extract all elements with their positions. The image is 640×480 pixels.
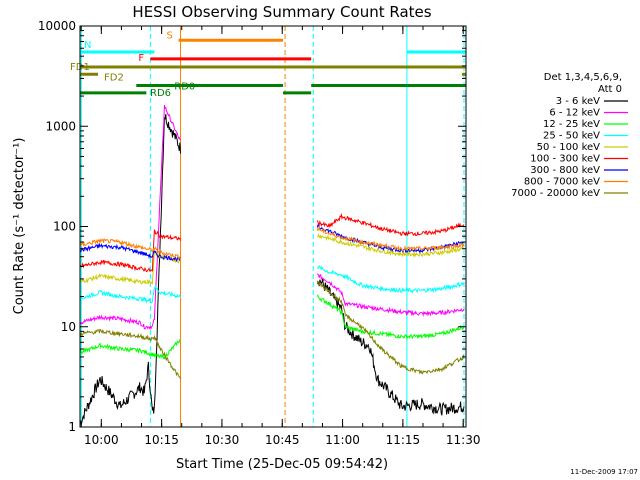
state-bar-rd6: RD6 xyxy=(80,88,312,99)
state-label-rd6: RD6 xyxy=(150,88,171,99)
state-label-s: S xyxy=(167,30,173,41)
series-line-7 xyxy=(79,226,465,260)
state-label-n: N xyxy=(84,40,91,51)
legend-label: 300 - 800 keV xyxy=(530,165,600,176)
legend-title: Det 1,3,4,5,6,9, xyxy=(544,72,622,83)
legend-label: 6 - 12 keV xyxy=(549,108,600,119)
x-axis: 10:00 10:15 10:30 10:45 11:00 11:15 11:30 xyxy=(80,26,481,447)
legend-title: Att 0 xyxy=(598,84,622,95)
state-bar-rd0: RD0 xyxy=(136,81,466,92)
x-tick-label: 10:00 xyxy=(84,433,119,447)
legend-label: 50 - 100 keV xyxy=(537,142,601,153)
legend-label: 800 - 7000 keV xyxy=(524,177,600,188)
legend-label: 7000 - 20000 keV xyxy=(511,188,600,199)
series-line-3 xyxy=(79,264,465,304)
series-line-5 xyxy=(79,212,465,273)
series-line-8 xyxy=(79,280,465,380)
y-axis-label: Count Rate (s⁻¹ detector⁻¹) xyxy=(12,138,27,315)
y-axis: 1 10 100 1000 10000 xyxy=(38,19,466,434)
series-line-0 xyxy=(79,114,465,425)
state-bar-n: N xyxy=(80,40,466,54)
x-tick-label: 10:15 xyxy=(144,433,179,447)
y-tick-label: 1000 xyxy=(45,119,76,133)
footer-timestamp: 11-Dec-2009 17:07 xyxy=(570,468,638,476)
x-tick-label: 11:15 xyxy=(386,433,421,447)
x-axis-label: Start Time (25-Dec-05 09:54:42) xyxy=(176,457,388,472)
state-label-fd2: FD2 xyxy=(104,72,124,83)
x-tick-label: 11:00 xyxy=(325,433,360,447)
state-bar-s: S xyxy=(167,30,284,42)
state-bar-fd2: FD2 xyxy=(80,72,466,83)
state-bar-f: F xyxy=(138,53,312,64)
state-label-f: F xyxy=(138,53,144,64)
legend-label: 3 - 6 keV xyxy=(556,96,600,107)
legend-label: 25 - 50 keV xyxy=(543,131,600,142)
x-tick-label: 10:30 xyxy=(205,433,240,447)
y-tick-label: 10000 xyxy=(38,19,76,33)
legend-label: 12 - 25 keV xyxy=(543,119,600,130)
x-tick-label: 10:45 xyxy=(265,433,300,447)
y-tick-label: 1 xyxy=(68,420,76,434)
y-tick-label: 10 xyxy=(61,320,76,334)
x-tick-label: 11:30 xyxy=(446,433,481,447)
state-label-rd0: RD0 xyxy=(174,81,195,92)
y-tick-label: 100 xyxy=(53,220,76,234)
series-line-2 xyxy=(79,294,465,360)
series-line-1 xyxy=(79,104,465,331)
chart-title: HESSI Observing Summary Count Rates xyxy=(132,3,431,21)
legend-label: 100 - 300 keV xyxy=(530,154,600,165)
